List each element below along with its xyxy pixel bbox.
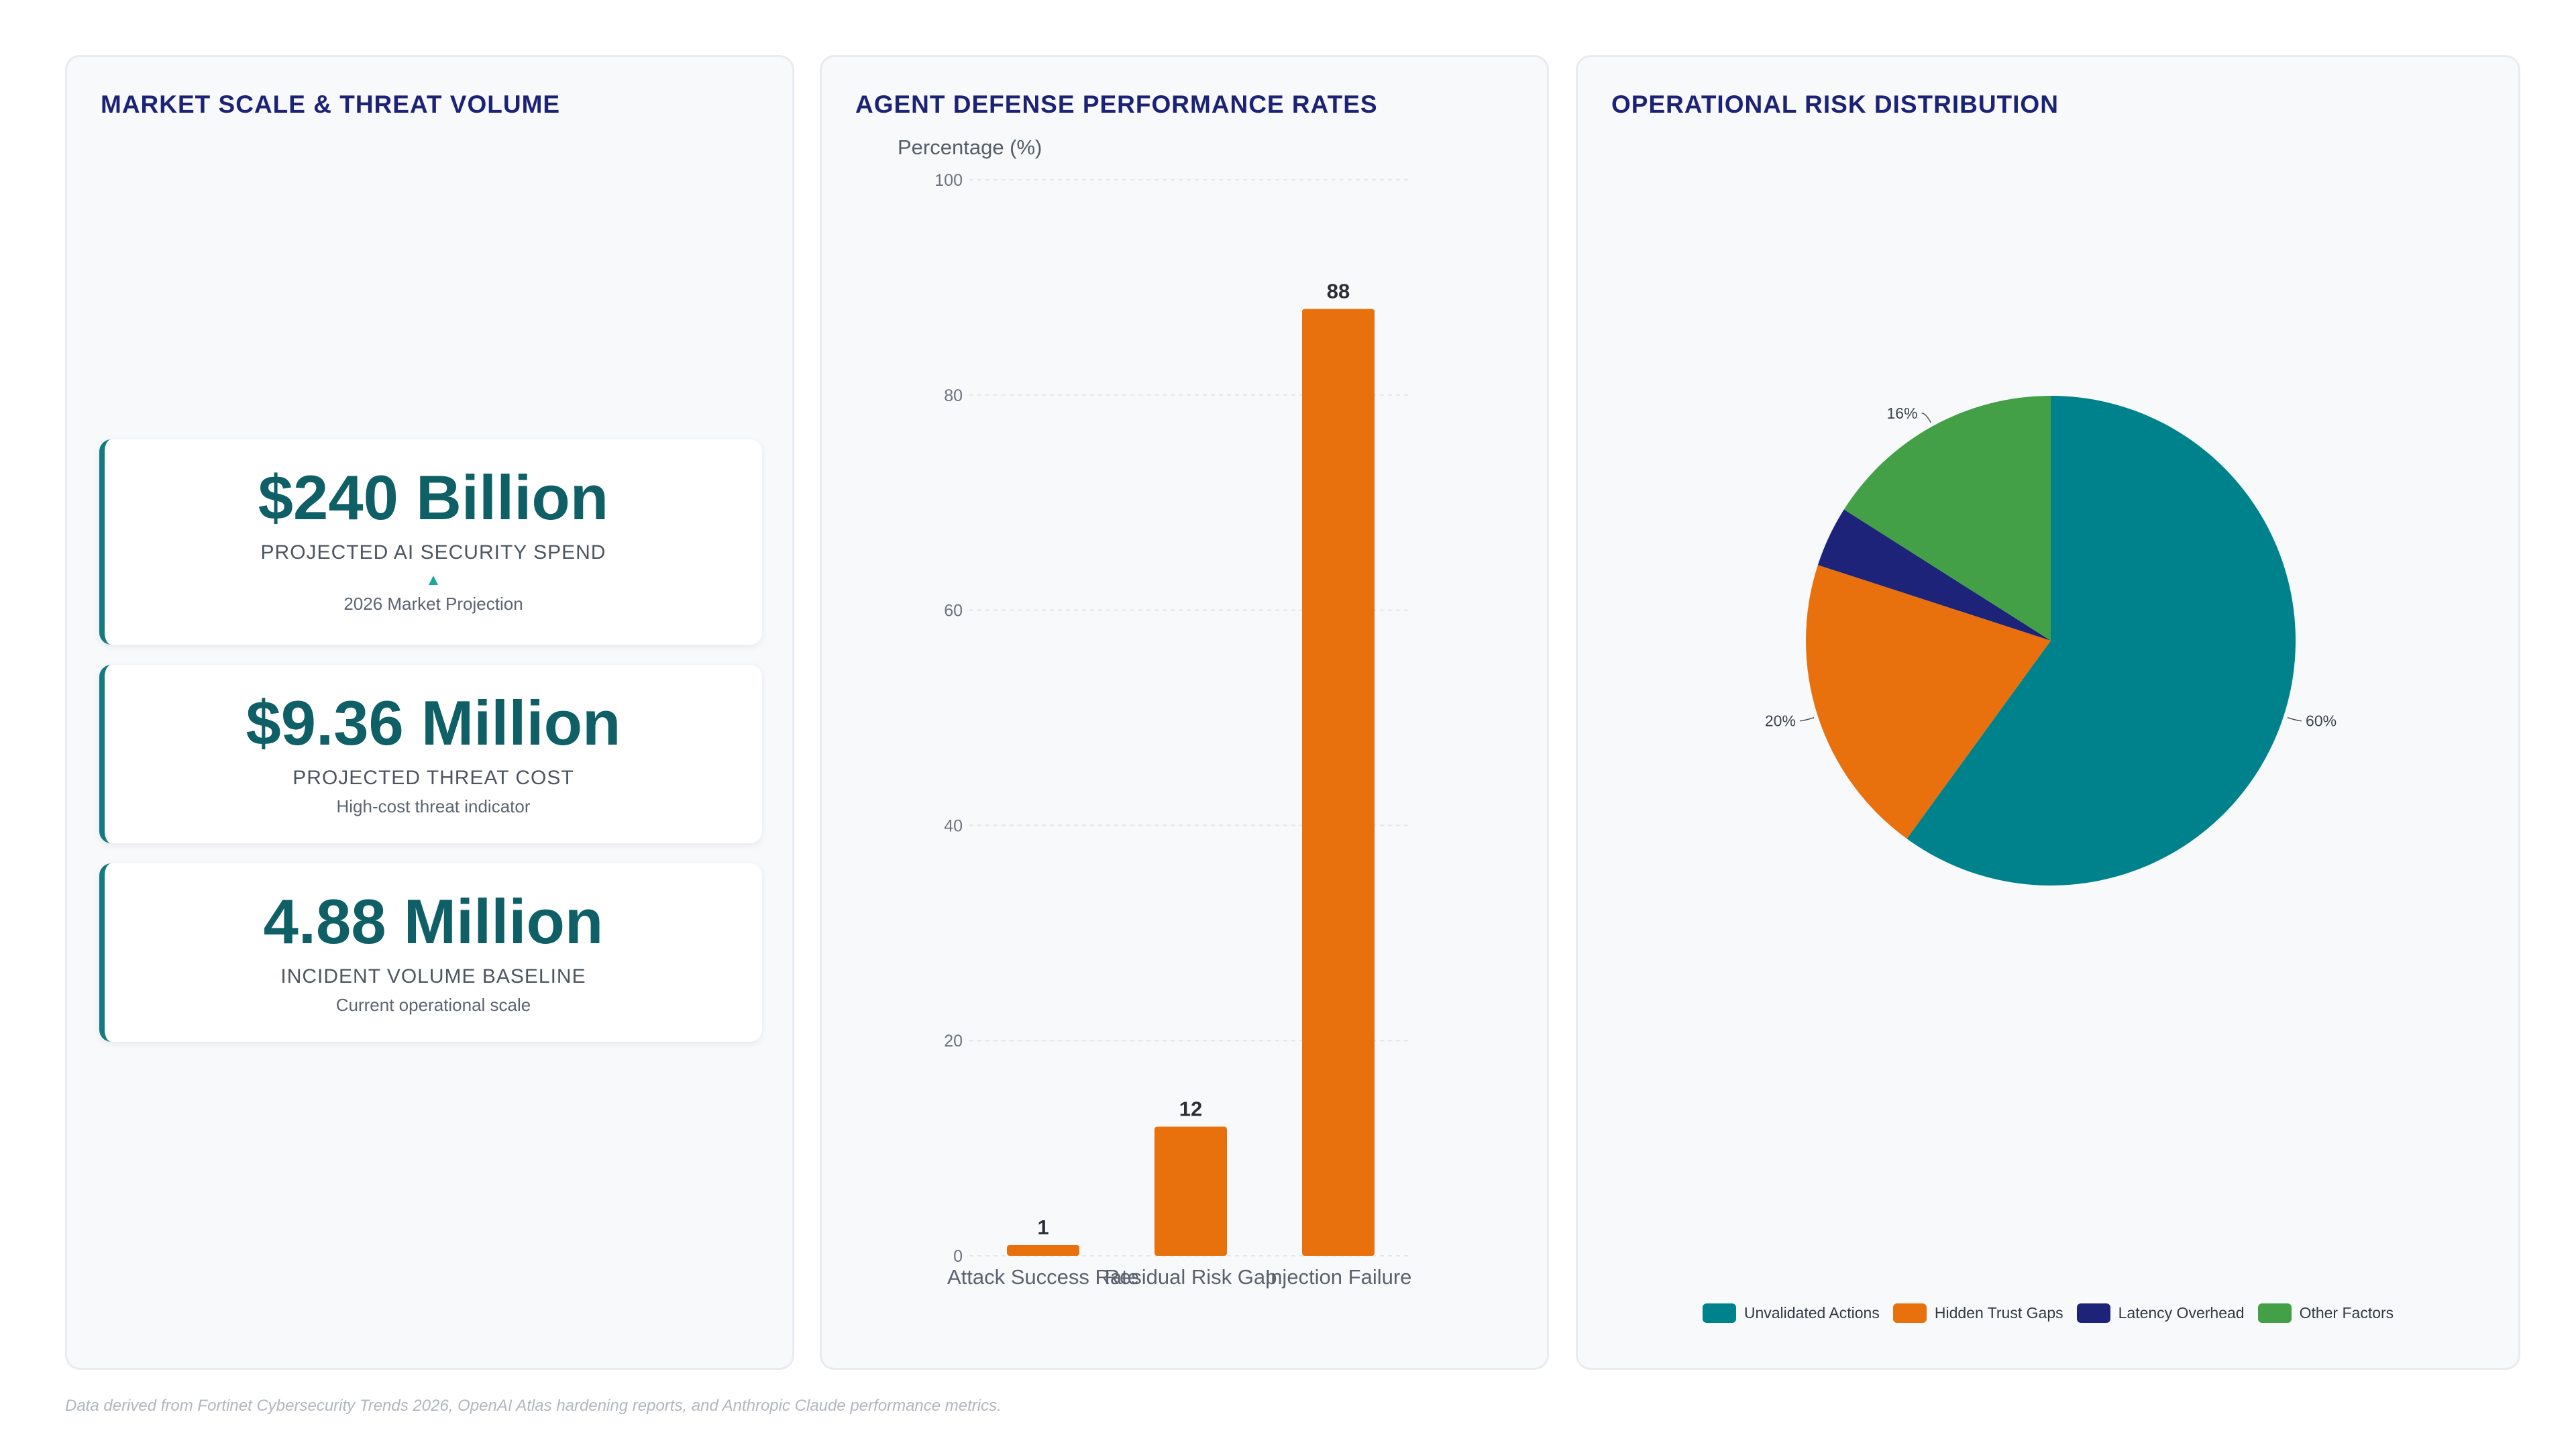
bar — [1155, 1126, 1227, 1256]
legend-swatch — [2076, 1303, 2110, 1323]
kpi-subtitle: 2026 Market Projection — [343, 594, 523, 614]
panel-title: MARKET SCALE & THREAT VOLUME — [101, 91, 561, 118]
x-tick-label: Residual Risk Gap — [1105, 1265, 1277, 1289]
pie-chart: 60% 20% 16% — [1765, 396, 2337, 885]
kpi-label: PROJECTED THREAT COST — [292, 767, 574, 789]
bar-value-label: 88 — [1327, 279, 1350, 303]
kpi-value: $9.36 Million — [246, 688, 621, 758]
source-footnote: Data derived from Fortinet Cybersecurity… — [65, 1397, 1002, 1415]
legend-label: Latency Overhead — [2118, 1304, 2245, 1322]
kpi-subtitle: High-cost threat indicator — [336, 796, 531, 816]
kpi-card-ai-security-spend: $240 Billion PROJECTED AI SECURITY SPEND… — [99, 439, 762, 645]
pie-leader-line — [1921, 413, 1931, 423]
kpi-subtitle: Current operational scale — [335, 995, 531, 1015]
pie-slice — [1806, 565, 2051, 839]
legend-swatch — [2257, 1303, 2292, 1323]
y-tick-label: 80 — [944, 386, 963, 405]
pie-percent-label: 60% — [2306, 712, 2337, 730]
bar — [1007, 1244, 1079, 1256]
x-tick-label: Attack Success Rate — [947, 1265, 1139, 1289]
legend-label: Other Factors — [2299, 1304, 2394, 1322]
pie-slice — [1907, 396, 2296, 885]
kpi-label: INCIDENT VOLUME BASELINE — [280, 965, 586, 987]
market-scale-panel: MARKET SCALE & THREAT VOLUME $240 Billio… — [65, 55, 794, 1370]
pie-leader-line — [2287, 716, 2302, 722]
risk-distribution-panel: OPERATIONAL RISK DISTRIBUTION 60% 20% 16% … — [1576, 55, 2520, 1370]
legend-swatch — [1892, 1303, 1927, 1323]
pie-percent-label: 20% — [1765, 712, 1796, 730]
pie-legend: Unvalidated Actions Hidden Trust Gaps Late… — [1578, 1303, 2518, 1323]
trend-up-icon: ▲ — [425, 571, 441, 589]
legend-item: Latency Overhead — [2076, 1303, 2245, 1323]
bar-chart: 0 20 40 60 80 100 1 12 88 Attack Success RateRe… — [898, 136, 1412, 1289]
y-tick-label: 20 — [944, 1032, 963, 1051]
y-tick-label: 60 — [944, 602, 963, 621]
legend-label: Unvalidated Actions — [1743, 1304, 1880, 1322]
pie-slice — [1843, 396, 2051, 641]
bar-value-label: 12 — [1179, 1097, 1202, 1121]
pie-slice — [1817, 509, 2051, 641]
panel-title: AGENT DEFENSE PERFORMANCE RATES — [855, 91, 1378, 118]
panel-title: OPERATIONAL RISK DISTRIBUTION — [1611, 91, 2059, 118]
bar — [1302, 309, 1375, 1256]
pie-percent-label: 16% — [1887, 405, 1918, 422]
kpi-label: PROJECTED AI SECURITY SPEND — [260, 541, 606, 564]
x-tick-label: Injection Failure — [1265, 1265, 1412, 1289]
y-tick-label: 40 — [944, 816, 963, 835]
kpi-card-threat-cost: $9.36 Million PROJECTED THREAT COST High… — [99, 665, 762, 843]
y-tick-label: 0 — [953, 1247, 963, 1266]
legend-label: Hidden Trust Gaps — [1934, 1304, 2063, 1322]
defense-performance-panel: AGENT DEFENSE PERFORMANCE RATES 0 20 40 60 8… — [820, 55, 1549, 1370]
y-axis-label: Percentage (%) — [898, 136, 1042, 159]
kpi-card-incident-volume: 4.88 Million INCIDENT VOLUME BASELINE Cu… — [99, 863, 762, 1042]
legend-item: Unvalidated Actions — [1702, 1303, 1880, 1323]
kpi-value: 4.88 Million — [263, 886, 604, 957]
pie-leader-line — [1799, 716, 1815, 722]
legend-item: Hidden Trust Gaps — [1892, 1303, 2063, 1323]
kpi-value: $240 Billion — [258, 462, 609, 533]
bar-value-label: 1 — [1037, 1216, 1049, 1239]
legend-swatch — [1702, 1303, 1736, 1323]
y-tick-label: 100 — [934, 171, 963, 190]
legend-item: Other Factors — [2257, 1303, 2394, 1323]
